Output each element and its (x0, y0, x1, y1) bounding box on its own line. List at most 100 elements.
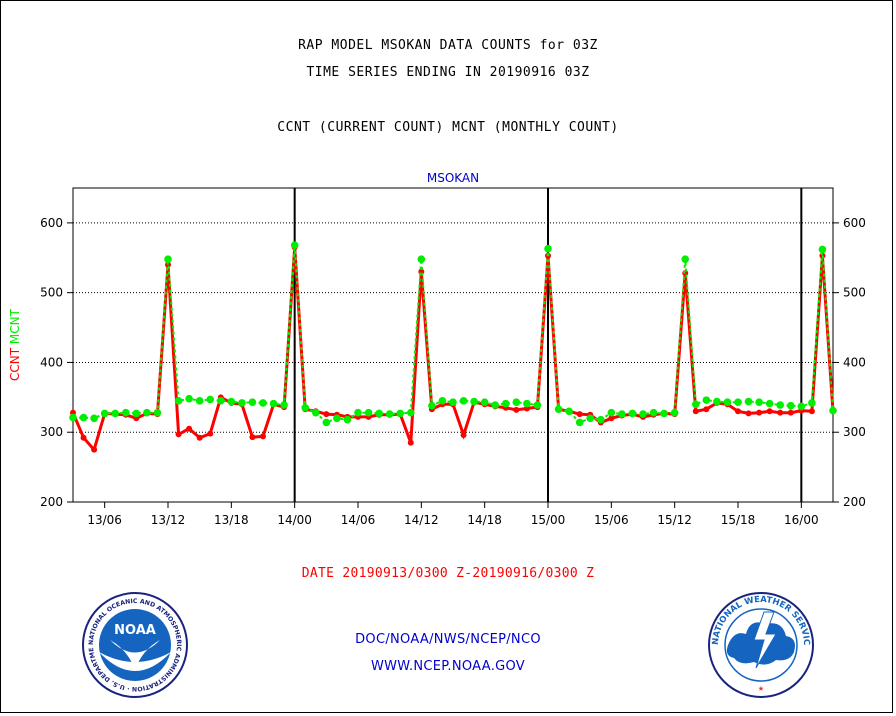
data-point-mcnt (290, 241, 299, 250)
data-point-mcnt (364, 408, 373, 417)
data-point-mcnt (132, 409, 141, 418)
data-point-mcnt (818, 245, 827, 254)
data-point-mcnt (248, 398, 257, 407)
data-point-mcnt (829, 406, 837, 415)
data-point-mcnt (776, 401, 785, 409)
data-point-mcnt (586, 414, 595, 423)
data-point-mcnt (69, 413, 77, 422)
data-point-mcnt (121, 408, 130, 417)
data-point-mcnt (206, 395, 215, 404)
data-point-mcnt (216, 397, 225, 405)
data-point-mcnt (744, 397, 753, 406)
data-point-mcnt (797, 402, 806, 411)
y-tick-label-left: 400 (40, 355, 63, 369)
data-point-mcnt (639, 410, 647, 418)
data-point-ccnt (513, 406, 520, 413)
data-point-mcnt (596, 415, 605, 424)
y-axis-label: CCNT MCNT (8, 308, 22, 381)
data-point-mcnt (343, 415, 352, 424)
title-line-1: RAP MODEL MSOKAN DATA COUNTS for 03Z (298, 38, 598, 53)
data-point-mcnt (565, 407, 573, 416)
x-tick-label: 16/00 (784, 513, 819, 527)
x-tick-label: 14/00 (277, 513, 312, 527)
data-point-mcnt (670, 408, 679, 417)
data-point-ccnt (460, 432, 467, 439)
data-point-mcnt (238, 399, 246, 407)
x-tick-label: 15/06 (594, 513, 629, 527)
data-point-mcnt (755, 398, 763, 407)
data-point-ccnt (80, 434, 87, 441)
y-tick-label-left: 500 (40, 286, 63, 300)
data-point-mcnt (143, 408, 151, 417)
data-point-mcnt (100, 409, 109, 418)
x-tick-label: 13/06 (87, 513, 122, 527)
plot-area-frame (72, 187, 834, 503)
x-tick-label: 14/06 (341, 513, 376, 527)
data-point-mcnt (269, 399, 278, 408)
noaa-logo-text: NOAA (114, 623, 156, 638)
data-point-ccnt (91, 446, 98, 453)
y-tick-label-right: 200 (843, 495, 866, 509)
data-point-ccnt (703, 406, 710, 413)
data-point-mcnt (554, 405, 563, 413)
data-point-mcnt (375, 409, 383, 418)
y-tick-label-right: 500 (843, 286, 866, 300)
data-point-ccnt (766, 408, 773, 415)
org-label: DOC/NOAA/NWS/NCEP/NCO (355, 632, 541, 647)
data-point-mcnt (723, 398, 732, 407)
y-axis-label-mcnt: MCNT (8, 308, 22, 348)
data-point-mcnt (734, 398, 742, 407)
y-tick-label-right: 300 (843, 425, 866, 439)
data-point-mcnt (491, 401, 500, 409)
data-point-mcnt (333, 414, 341, 423)
y-tick-label-left: 600 (40, 216, 63, 230)
data-point-mcnt (702, 396, 711, 404)
data-point-mcnt (311, 408, 320, 417)
data-point-ccnt (175, 431, 182, 438)
data-point-ccnt (808, 408, 815, 415)
data-point-ccnt (787, 409, 794, 416)
data-point-mcnt (681, 255, 690, 263)
data-point-mcnt (649, 408, 658, 417)
data-point-mcnt (533, 401, 542, 409)
data-point-mcnt (90, 414, 98, 423)
data-point-mcnt (480, 398, 489, 407)
data-point-mcnt (449, 398, 457, 407)
x-tick-label: 14/12 (404, 513, 439, 527)
data-point-mcnt (153, 408, 162, 417)
data-point-ccnt (576, 411, 583, 418)
y-tick-label-right: 600 (843, 216, 866, 230)
title-line-2: TIME SERIES ENDING IN 20190916 03Z (306, 65, 590, 80)
data-point-ccnt (249, 434, 256, 441)
data-point-mcnt (164, 255, 172, 263)
x-tick-label: 13/18 (214, 513, 249, 527)
data-point-mcnt (322, 418, 331, 427)
data-point-mcnt (195, 397, 204, 405)
data-point-ccnt (186, 425, 193, 432)
x-tick-label: 15/18 (721, 513, 756, 527)
y-axis-label-ccnt: CCNT (8, 347, 22, 381)
data-point-mcnt (523, 399, 531, 408)
data-point-ccnt (777, 409, 784, 416)
data-point-mcnt (544, 244, 552, 253)
data-point-mcnt (438, 397, 447, 405)
x-tick-label: 15/00 (531, 513, 566, 527)
x-tick-label: 14/18 (467, 513, 502, 527)
url-link[interactable]: WWW.NCEP.NOAA.GOV (370, 659, 526, 674)
data-point-ccnt (196, 434, 203, 441)
data-point-ccnt (323, 411, 330, 418)
data-point-mcnt (512, 398, 521, 407)
data-point-ccnt (608, 415, 615, 422)
data-point-mcnt (111, 409, 120, 418)
data-point-mcnt (808, 399, 816, 407)
x-tick-label: 13/12 (151, 513, 186, 527)
data-point-mcnt (660, 409, 668, 418)
data-point-mcnt (354, 408, 362, 417)
nws-star-icon: ★ (758, 683, 764, 694)
data-point-mcnt (618, 410, 626, 418)
data-point-mcnt (385, 410, 394, 418)
data-point-mcnt (301, 404, 310, 412)
data-point-mcnt (227, 397, 236, 406)
data-point-ccnt (745, 410, 752, 417)
